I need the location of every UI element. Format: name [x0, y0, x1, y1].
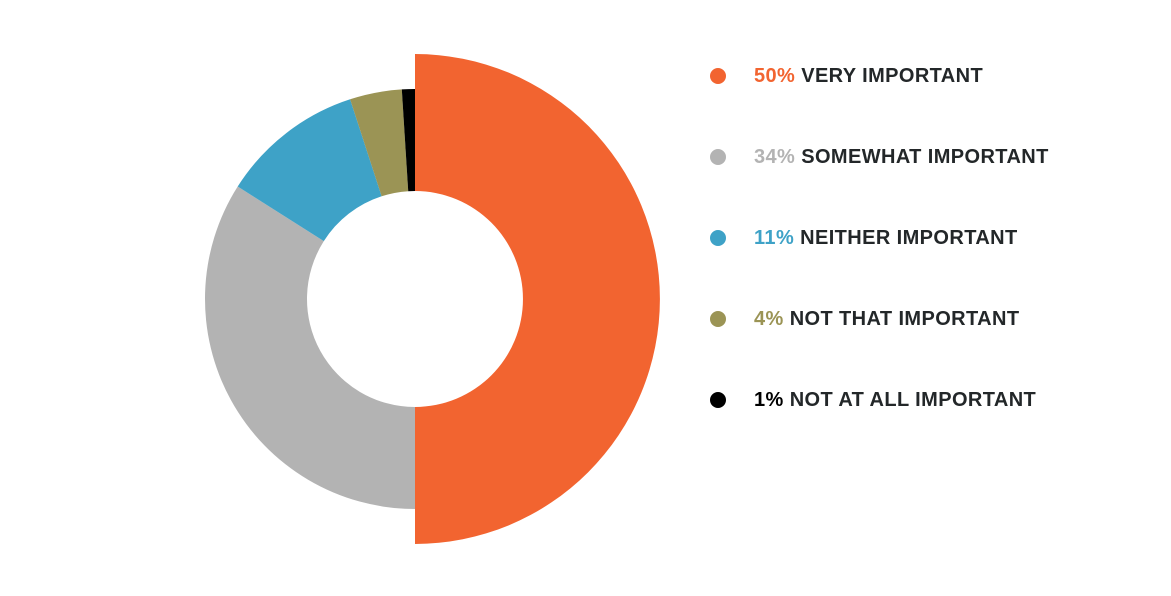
legend-value: 1% [754, 389, 784, 411]
legend-item: 4% NOT THAT IMPORTANT [710, 307, 1050, 332]
chart-legend: 50% VERY IMPORTANT 34% SOMEWHAT IMPORTANT… [710, 64, 1050, 413]
legend-dot-icon [710, 392, 726, 408]
donut-slice [415, 54, 660, 544]
legend-item: 1% NOT AT ALL IMPORTANT [710, 388, 1050, 413]
donut-chart [170, 54, 660, 544]
legend-dot-icon [710, 230, 726, 246]
legend-label: SOMEWHAT IMPORTANT [801, 146, 1049, 168]
legend-text: 11% NEITHER IMPORTANT [754, 226, 1018, 251]
legend-item: 34% SOMEWHAT IMPORTANT [710, 145, 1050, 170]
legend-label: NEITHER IMPORTANT [800, 227, 1018, 249]
legend-text: 50% VERY IMPORTANT [754, 64, 983, 89]
legend-label: NOT AT ALL IMPORTANT [790, 389, 1037, 411]
legend-item: 50% VERY IMPORTANT [710, 64, 1050, 89]
chart-canvas: 50% VERY IMPORTANT 34% SOMEWHAT IMPORTANT… [0, 0, 1171, 596]
legend-value: 4% [754, 308, 784, 330]
legend-value: 50% [754, 65, 795, 87]
legend-dot-icon [710, 68, 726, 84]
legend-dot-icon [710, 311, 726, 327]
legend-dot-icon [710, 149, 726, 165]
legend-value: 34% [754, 146, 795, 168]
legend-label: NOT THAT IMPORTANT [790, 308, 1020, 330]
donut-slice [205, 186, 415, 509]
legend-label: VERY IMPORTANT [801, 65, 983, 87]
legend-text: 4% NOT THAT IMPORTANT [754, 307, 1019, 332]
legend-value: 11% [754, 227, 794, 249]
legend-text: 1% NOT AT ALL IMPORTANT [754, 388, 1036, 413]
legend-item: 11% NEITHER IMPORTANT [710, 226, 1050, 251]
legend-text: 34% SOMEWHAT IMPORTANT [754, 145, 1049, 170]
